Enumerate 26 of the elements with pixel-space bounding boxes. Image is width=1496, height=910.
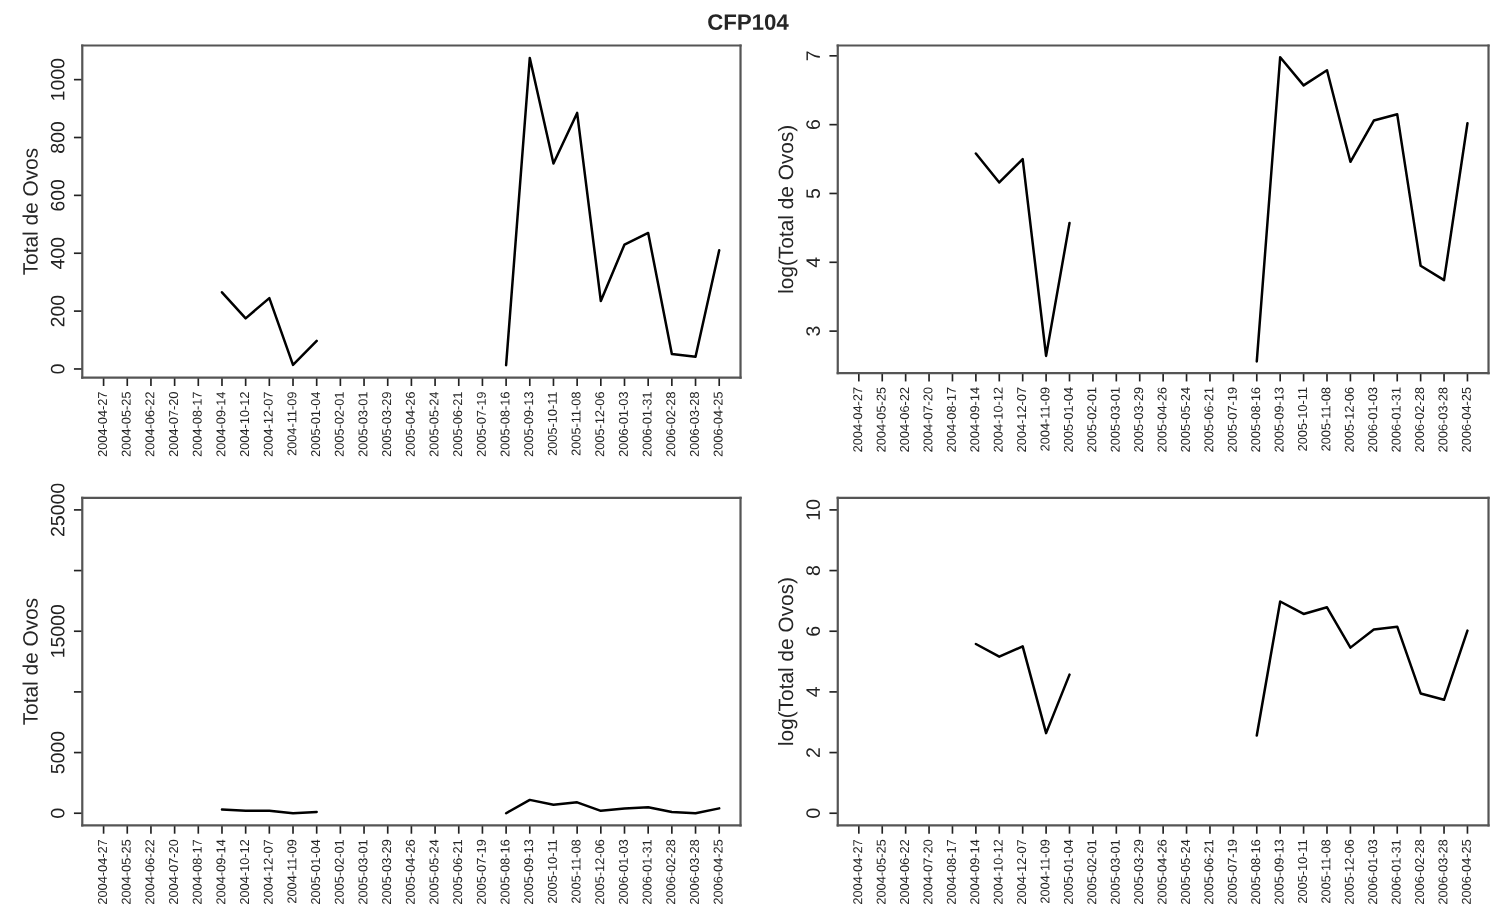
y-tick-label: 0	[50, 364, 65, 374]
y-tick-label: 4	[806, 257, 820, 268]
y-tick-label: 4	[806, 687, 820, 697]
y-tick-label: 3	[806, 326, 821, 336]
chart-title: CFP104	[708, 14, 789, 30]
y-tick-label: 600	[50, 179, 65, 211]
y-tick-label: 2	[806, 748, 820, 757]
y-tick-label: 0	[806, 808, 821, 818]
y-tick-label: 200	[50, 295, 65, 327]
y-axis-title: Total de Ovos	[22, 598, 38, 725]
y-tick-label: 800	[50, 122, 65, 153]
y-tick-label: 0	[50, 808, 65, 818]
y-tick-label: 7	[806, 51, 820, 61]
y-axis-title: Total de Ovos	[22, 148, 38, 275]
y-tick-label: 400	[50, 237, 65, 270]
y-tick-label: 10	[806, 499, 821, 520]
y-tick-label: 25000	[50, 483, 65, 536]
y-tick-label: 5000	[50, 731, 65, 774]
y-axis-title: log(Total de Ovos)	[777, 578, 798, 745]
y-tick-label: 6	[806, 626, 821, 636]
y-tick-label: 15000	[50, 604, 65, 657]
y-axis-title: log(Total de Ovos)	[777, 126, 798, 293]
y-tick-label: 5	[806, 188, 821, 199]
y-tick-label: 6	[806, 120, 821, 130]
y-tick-label: 8	[806, 566, 821, 576]
y-tick-label: 1000	[50, 58, 65, 100]
